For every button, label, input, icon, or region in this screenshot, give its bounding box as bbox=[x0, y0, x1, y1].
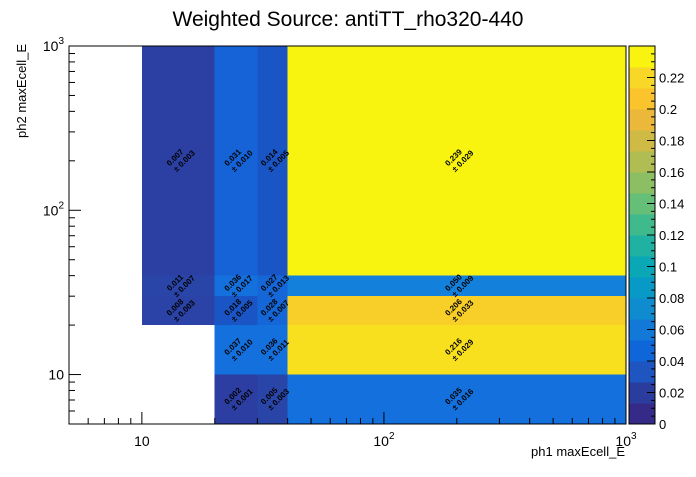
heatmap-cell bbox=[257, 296, 288, 326]
x-tick-label: 10 bbox=[134, 433, 150, 449]
x-axis: 10 102 103 bbox=[68, 412, 637, 449]
y-tick-exponent: 3 bbox=[58, 36, 64, 47]
colorbar-segment bbox=[629, 130, 655, 152]
x-tick-base: 10 bbox=[373, 433, 389, 449]
x-tick-base: 10 bbox=[134, 433, 150, 449]
x-tick-label: 103 bbox=[615, 431, 637, 449]
heatmap-cell bbox=[214, 374, 258, 424]
colorbar-segment bbox=[629, 403, 655, 425]
y-tick-label: 102 bbox=[43, 200, 65, 218]
heatmap-cells bbox=[141, 46, 626, 424]
x-tick-exponent: 2 bbox=[389, 431, 395, 442]
colorbar-segment bbox=[629, 235, 655, 257]
x-axis-label: ph1 maxEcell_E bbox=[531, 444, 625, 459]
heatmap-cell bbox=[214, 46, 258, 276]
colorbar-tick-label: 0.18 bbox=[659, 134, 684, 149]
colorbar-tick-label: 0.1 bbox=[659, 260, 677, 275]
colorbar-segment bbox=[629, 172, 655, 194]
plot-frame bbox=[68, 45, 627, 425]
colorbar-segment bbox=[629, 319, 655, 341]
chart-title: Weighted Source: antiTT_rho320-440 bbox=[173, 8, 524, 31]
heatmap-cell bbox=[141, 296, 215, 326]
heatmap-cell bbox=[141, 46, 215, 276]
heatmap-cell bbox=[257, 46, 288, 276]
heatmap-cell bbox=[141, 275, 215, 297]
colorbar-tick-label: 0 bbox=[659, 417, 666, 432]
heatmap-cell bbox=[214, 325, 258, 375]
colorbar-segment bbox=[629, 214, 655, 236]
x-tick-label: 102 bbox=[373, 431, 395, 449]
cell-annotation: 0.014± 0.005 bbox=[259, 147, 291, 174]
heatmap-cell bbox=[287, 296, 626, 326]
colorbar-segment bbox=[629, 151, 655, 173]
heatmap-cell bbox=[287, 46, 626, 276]
y-axis-label: ph2 maxEcell_E bbox=[14, 44, 29, 138]
colorbar-segment bbox=[629, 340, 655, 362]
y-tick-base: 10 bbox=[48, 367, 64, 383]
heatmap-cell bbox=[287, 374, 626, 424]
colorbar-tick-label: 0.02 bbox=[659, 386, 684, 401]
heatmap-cell bbox=[214, 296, 258, 326]
plot-border bbox=[68, 45, 627, 425]
heatmap-cell bbox=[257, 325, 288, 375]
colorbar-segment bbox=[629, 109, 655, 131]
heatmap-cell bbox=[287, 325, 626, 375]
colorbar-tick-label: 0.08 bbox=[659, 291, 684, 306]
colorbar-segment bbox=[629, 256, 655, 278]
y-tick-exponent: 2 bbox=[58, 200, 64, 211]
heatmap-cell bbox=[287, 275, 626, 297]
colorbar-segment bbox=[629, 382, 655, 404]
colorbar-tick-label: 0.04 bbox=[659, 354, 684, 369]
y-tick-base: 10 bbox=[43, 202, 59, 218]
colorbar-segment bbox=[629, 46, 655, 68]
colorbar-tick-label: 0.06 bbox=[659, 323, 684, 338]
heatmap-cell bbox=[214, 275, 258, 297]
y-tick-base: 10 bbox=[43, 38, 59, 54]
y-tick-label: 10 bbox=[48, 367, 64, 383]
heatmap-cell bbox=[257, 374, 288, 424]
colorbar-tick-label: 0.22 bbox=[659, 71, 684, 86]
colorbar-tick-label: 0.16 bbox=[659, 165, 684, 180]
colorbar-segment bbox=[629, 298, 655, 320]
colorbar-segment bbox=[629, 88, 655, 110]
color-scale: 0 0.02 0.04 0.06 0.08 0.1 0.12 0.14 0.16 0.18 0.2 0… bbox=[628, 45, 684, 432]
heatmap-cell bbox=[257, 275, 288, 297]
x-tick-base: 10 bbox=[615, 433, 631, 449]
colorbar-segment bbox=[629, 361, 655, 383]
colorbar-tick-label: 0.12 bbox=[659, 228, 684, 243]
x-tick-exponent: 3 bbox=[631, 431, 637, 442]
colorbar-segment bbox=[629, 193, 655, 215]
colorbar-tick-label: 0.14 bbox=[659, 197, 684, 212]
colorbar-segment bbox=[629, 67, 655, 89]
colorbar-segment bbox=[629, 277, 655, 299]
colorbar-tick-label: 0.2 bbox=[659, 102, 677, 117]
y-tick-label: 103 bbox=[43, 36, 65, 54]
